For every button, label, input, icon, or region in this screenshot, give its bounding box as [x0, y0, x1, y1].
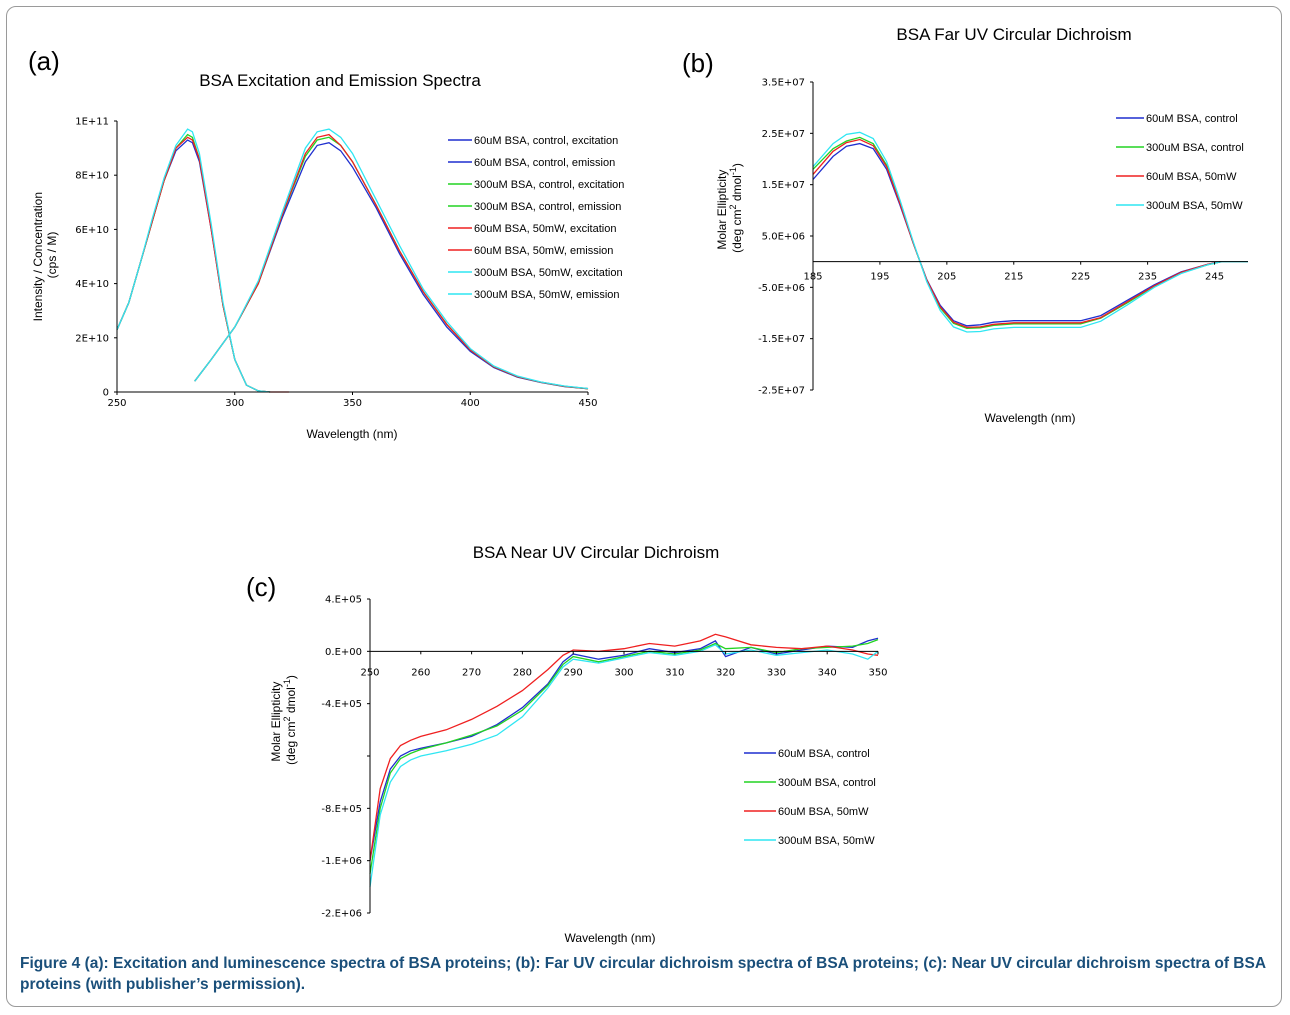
chart-title-b: BSA Far UV Circular Dichroism: [896, 25, 1131, 44]
legend-label-a-4: 60uM BSA, 50mW, excitation: [474, 223, 616, 235]
y-tick-label-c-0: -2.E+06: [321, 909, 362, 920]
y-tick-label-b-1: -1.5E+07: [758, 334, 805, 345]
series-line-b-3: [812, 131, 1248, 333]
x-tick-label-c-1: 260: [411, 667, 430, 678]
y-axis-label-a: Intensity / Concentration (cps / M): [31, 189, 59, 322]
y-tick-label-c-2: -8.E+05: [321, 804, 362, 815]
y-tick-label-c-5: 0.E+00: [325, 647, 362, 658]
legend-label-c-2: 60uM BSA, 50mW: [778, 806, 869, 818]
x-tick-label-c-9: 340: [818, 667, 837, 678]
y-tick-label-a-4: 8E+10: [75, 171, 109, 182]
x-axis-label-b: Wavelength (nm): [985, 411, 1076, 425]
legend-label-a-1: 60uM BSA, control, emission: [474, 157, 615, 169]
x-tick-label-a-1: 300: [225, 398, 244, 409]
y-axis-label-c-line1: Molar Ellipticity: [269, 682, 283, 762]
y-tick-label-a-3: 6E+10: [75, 225, 109, 236]
chart-c: (c) BSA Near UV Circular Dichroism 250 26…: [246, 543, 888, 945]
series-line-b-0: [812, 142, 1222, 327]
x-tick-label-c-7: 320: [716, 667, 735, 678]
x-tick-label-b-2: 205: [937, 272, 956, 283]
series-line-b-2: [812, 138, 1222, 329]
series-line-c-3: [369, 644, 879, 887]
panel-label-b: (b): [682, 48, 714, 78]
legend-label-b-2: 60uM BSA, 50mW: [1146, 171, 1237, 183]
y-axis-label-c-line2: (deg cm2 dmol-1): [282, 675, 298, 765]
y-tick-label-a-2: 4E+10: [75, 279, 109, 290]
x-tick-label-a-3: 400: [461, 398, 480, 409]
y-tick-label-b-6: 3.5E+07: [762, 78, 805, 89]
y-tick-label-b-2: -5.0E+06: [758, 283, 805, 294]
panel-label-a: (a): [28, 46, 60, 76]
chart-a: (a) BSA Excitation and Emission Spectra …: [28, 46, 624, 441]
x-tick-label-b-0: 185: [803, 272, 822, 283]
x-tick-label-c-0: 250: [360, 667, 379, 678]
chart-title-a: BSA Excitation and Emission Spectra: [199, 71, 481, 90]
y-tick-label-a-5: 1E+11: [75, 117, 109, 128]
x-tick-label-c-5: 300: [614, 667, 633, 678]
series-line-a-5: [194, 133, 589, 390]
x-tick-label-c-8: 330: [767, 667, 786, 678]
figure-caption: Figure 4 (a): Excitation and luminescenc…: [20, 953, 1270, 995]
x-tick-label-c-10: 350: [868, 667, 887, 678]
x-tick-label-b-1: 195: [870, 272, 889, 283]
y-tick-label-b-3: 5.0E+06: [762, 232, 805, 243]
y-axis-label-b-line1: Molar Ellipticity: [715, 170, 729, 250]
x-tick-label-b-4: 225: [1071, 272, 1090, 283]
legend-label-b-1: 300uM BSA, control: [1146, 142, 1244, 154]
y-tick-label-c-4: -4.E+05: [321, 699, 362, 710]
series-line-b-1: [812, 136, 1222, 330]
y-tick-label-b-5: 2.5E+07: [762, 129, 805, 140]
y-tick-label-b-4: 1.5E+07: [762, 180, 805, 191]
y-tick-label-a-1: 2E+10: [75, 333, 109, 344]
y-tick-label-a-0: 0: [103, 388, 109, 399]
y-tick-label-c-6: 4.E+05: [325, 595, 362, 606]
x-tick-label-c-3: 280: [513, 667, 532, 678]
legend-label-a-5: 60uM BSA, 50mW, emission: [474, 245, 613, 257]
x-tick-label-c-2: 270: [462, 667, 481, 678]
legend-label-a-0: 60uM BSA, control, excitation: [474, 135, 618, 147]
series-line-a-6: [116, 128, 271, 393]
x-tick-label-a-0: 250: [107, 398, 126, 409]
x-tick-label-b-5: 235: [1138, 272, 1157, 283]
caption-figure-label: Figure 4: [20, 955, 81, 972]
y-axis-label-b-line2: (deg cm2 dmol-1): [728, 163, 744, 253]
x-tick-label-c-6: 310: [665, 667, 684, 678]
y-axis-label-a-text: Intensity / Concentration: [31, 192, 45, 321]
chart-b: (b) BSA Far UV Circular Dichroism 185 195…: [682, 25, 1248, 425]
legend-label-a-3: 300uM BSA, control, emission: [474, 201, 621, 213]
legend-label-a-6: 300uM BSA, 50mW, excitation: [474, 267, 623, 279]
x-tick-label-a-2: 350: [343, 398, 362, 409]
y-tick-label-c-1: -1.E+06: [321, 856, 362, 867]
series-line-a-7: [194, 128, 589, 390]
legend-label-a-2: 300uM BSA, control, excitation: [474, 179, 624, 191]
y-axis-label-c: Molar Ellipticity (deg cm2 dmol-1): [269, 675, 298, 765]
x-axis-label-a: Wavelength (nm): [307, 427, 398, 441]
y-tick-label-b-0: -2.5E+07: [758, 386, 805, 397]
y-axis-label-a-unit: (cps / M): [45, 232, 59, 279]
legend-label-c-3: 300uM BSA, 50mW: [778, 835, 875, 847]
x-axis-label-c: Wavelength (nm): [565, 931, 656, 945]
figure-frame: [6, 6, 1282, 1007]
legend-label-b-0: 60uM BSA, control: [1146, 113, 1238, 125]
legend-label-a-7: 300uM BSA, 50mW, emission: [474, 289, 620, 301]
legend-label-c-1: 300uM BSA, control: [778, 777, 876, 789]
x-tick-label-b-3: 215: [1004, 272, 1023, 283]
x-tick-label-a-4: 450: [578, 398, 597, 409]
y-axis-label-b: Molar Ellipticity (deg cm2 dmol-1): [715, 163, 744, 253]
legend-label-c-0: 60uM BSA, control: [778, 748, 870, 760]
caption-text: (a): Excitation and luminescence spectra…: [20, 955, 1266, 993]
series-line-a-3: [194, 136, 589, 390]
chart-title-c: BSA Near UV Circular Dichroism: [473, 543, 720, 562]
x-tick-label-b-6: 245: [1205, 272, 1224, 283]
panel-label-c: (c): [246, 572, 276, 602]
series-line-c-1: [369, 638, 879, 874]
x-tick-label-c-4: 290: [564, 667, 583, 678]
legend-label-b-3: 300uM BSA, 50mW: [1146, 200, 1243, 212]
